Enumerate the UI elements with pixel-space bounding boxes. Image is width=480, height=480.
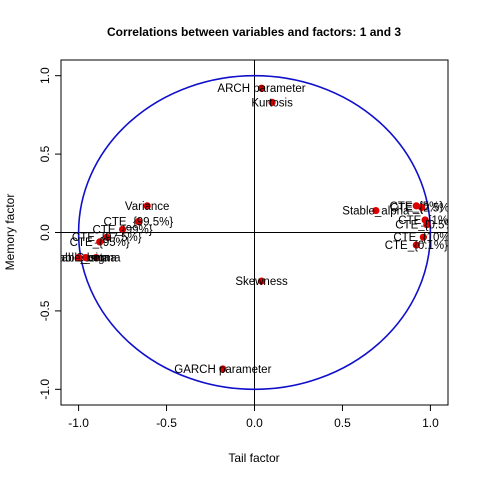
y-axis: -1.0 -0.5 0.0 0.5 1.0 [38,67,61,400]
point-label: CTE_{2.5%} [390,202,453,214]
data-point [412,241,420,249]
point-label: ARCH parameter [217,83,305,95]
data-point [372,206,380,215]
point-label: CTE_{99%} [93,224,153,236]
point-label: Skewness [235,276,288,288]
y-tick-label: 0.5 [38,145,52,162]
point-label: CTE_{95%} [70,237,130,249]
point-label: CTE_{1%} [398,215,452,227]
data-point [74,253,83,262]
point-label: Kurtosis [251,97,293,109]
data-point [418,203,426,212]
x-tick-label: -0.5 [156,416,177,430]
x-axis: -1.0 -0.5 0.0 0.5 1.0 [68,405,439,430]
data-point [257,84,266,92]
point-label: CTE_{0.1%} [385,240,448,252]
point-label: CTE_{99.5%} [104,217,174,229]
point-label: Variance [125,201,170,213]
data-point [118,225,127,233]
point-label: CTE_{10%} [393,232,453,244]
chart-title: Correlations between variables and facto… [107,25,401,39]
data-point [423,221,431,229]
x-tick-label: -1.0 [68,416,89,430]
point-label: Stable_alpha [342,206,410,218]
x-tick-label: 1.0 [422,416,439,430]
point-label: CTE_{97.5%} [72,232,142,244]
point-label: GARCH parameter [174,364,271,376]
point-label: CTE_{0.5%} [395,220,458,232]
point-label: CTE_{5%} [389,201,443,213]
data-point [219,365,227,373]
x-axis-label: Tail factor [228,451,279,465]
data-point [143,202,151,210]
y-tick-label: -1.0 [38,379,52,400]
data-point [96,238,104,246]
y-tick-label: 0.0 [38,224,52,241]
data-point [92,253,100,262]
y-tick-label: 1.0 [38,67,52,84]
data-point [134,217,142,226]
point-label: Stable_beta [48,253,110,265]
data-point [257,277,266,285]
y-axis-label: Memory factor [3,194,17,271]
data-point [268,98,276,106]
x-tick-label: 0.0 [246,416,263,430]
data-point [103,233,111,241]
data-point [82,253,90,262]
x-tick-label: 0.5 [334,416,351,430]
unit-circle [77,74,432,391]
y-tick-label: -0.5 [38,300,52,321]
data-point [419,233,427,241]
